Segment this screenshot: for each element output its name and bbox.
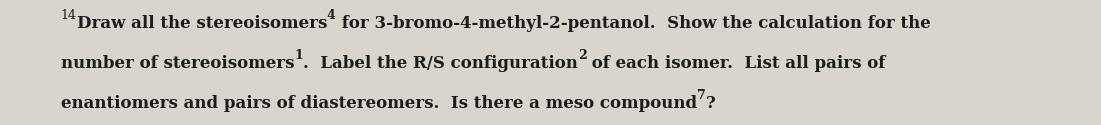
Text: enantiomers and pairs of diastereomers.  Is there a meso compound: enantiomers and pairs of diastereomers. …: [61, 94, 697, 112]
Text: ?: ?: [706, 94, 716, 112]
Text: 2: 2: [578, 49, 587, 62]
Text: for 3-bromo-4-methyl-2-pentanol.  Show the calculation for the: for 3-bromo-4-methyl-2-pentanol. Show th…: [336, 14, 930, 32]
Text: number of stereoisomers: number of stereoisomers: [61, 54, 294, 72]
Text: 4: 4: [327, 9, 336, 22]
Text: Draw all the stereoisomers: Draw all the stereoisomers: [77, 14, 327, 32]
Text: .  Label the R/S configuration: . Label the R/S configuration: [303, 54, 578, 72]
Text: of each isomer.  List all pairs of: of each isomer. List all pairs of: [587, 54, 886, 72]
Text: 1: 1: [294, 49, 303, 62]
Text: 14: 14: [61, 9, 77, 22]
Text: 7: 7: [697, 89, 706, 102]
